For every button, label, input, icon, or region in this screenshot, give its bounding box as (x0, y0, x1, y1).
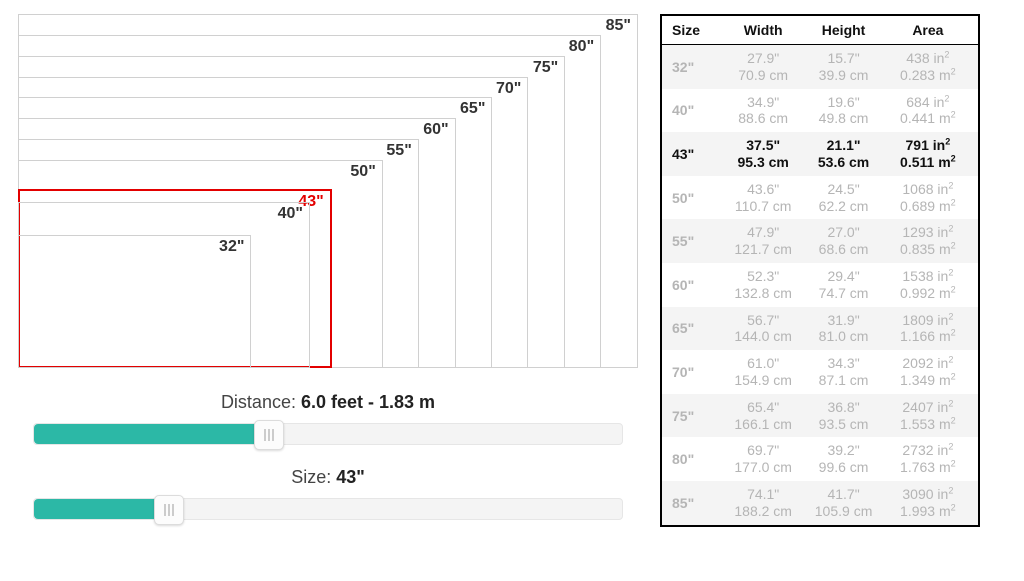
header-width: Width (723, 22, 803, 38)
cell-height: 27.0"68.6 cm (803, 224, 883, 258)
cell-size: 80" (670, 451, 723, 467)
header-size: Size (670, 22, 723, 38)
cell-area: 2407 in21.553 m2 (884, 399, 972, 433)
cell-width: 61.0"154.9 cm (723, 355, 803, 389)
cell-area: 438 in20.283 m2 (884, 50, 972, 84)
table-row[interactable]: 75"65.4"166.1 cm36.8"93.5 cm2407 in21.55… (662, 394, 978, 438)
cell-area: 1538 in20.992 m2 (884, 268, 972, 302)
cell-area: 1809 in21.166 m2 (884, 312, 972, 346)
tv-rect-label: 40" (278, 205, 303, 223)
cell-area: 1068 in20.689 m2 (884, 181, 972, 215)
table-row[interactable]: 60"52.3"132.8 cm29.4"74.7 cm1538 in20.99… (662, 263, 978, 307)
table-header: Size Width Height Area (662, 16, 978, 45)
table-row[interactable]: 65"56.7"144.0 cm31.9"81.0 cm1809 in21.16… (662, 307, 978, 351)
cell-size: 60" (670, 277, 723, 293)
cell-height: 15.7"39.9 cm (803, 50, 883, 84)
cell-width: 37.5"95.3 cm (723, 137, 803, 171)
cell-size: 50" (670, 190, 723, 206)
cell-height: 21.1"53.6 cm (803, 137, 883, 171)
size-label: Size: 43" (18, 467, 638, 488)
cell-size: 70" (670, 364, 723, 380)
cell-size: 75" (670, 408, 723, 424)
table-row[interactable]: 43"37.5"95.3 cm21.1"53.6 cm791 in20.511 … (662, 132, 978, 176)
cell-height: 19.6"49.8 cm (803, 94, 883, 128)
tv-rect-32in: 32" (18, 235, 251, 368)
distance-slider-thumb[interactable] (254, 420, 284, 450)
cell-height: 39.2"99.6 cm (803, 442, 883, 476)
table-row[interactable]: 32"27.9"70.9 cm15.7"39.9 cm438 in20.283 … (662, 45, 978, 89)
cell-area: 2732 in21.763 m2 (884, 442, 972, 476)
table-row[interactable]: 55"47.9"121.7 cm27.0"68.6 cm1293 in20.83… (662, 219, 978, 263)
tv-size-diagram: 85"80"75"70"65"60"55"50"43"40"32" (18, 14, 638, 368)
cell-width: 65.4"166.1 cm (723, 399, 803, 433)
distance-label-prefix: Distance: (221, 392, 301, 412)
cell-height: 36.8"93.5 cm (803, 399, 883, 433)
cell-size: 40" (670, 102, 723, 118)
tv-rect-label: 70" (496, 80, 521, 98)
header-height: Height (803, 22, 883, 38)
tv-rect-label: 65" (460, 100, 485, 118)
tv-rect-label: 60" (423, 121, 448, 139)
size-value: 43" (336, 467, 365, 487)
cell-area: 684 in20.441 m2 (884, 94, 972, 128)
tv-rect-label: 50" (350, 163, 375, 181)
size-slider-fill (34, 499, 169, 519)
table-row[interactable]: 50"43.6"110.7 cm24.5"62.2 cm1068 in20.68… (662, 176, 978, 220)
cell-width: 27.9"70.9 cm (723, 50, 803, 84)
cell-width: 74.1"188.2 cm (723, 486, 803, 520)
cell-width: 56.7"144.0 cm (723, 312, 803, 346)
tv-rect-label: 75" (533, 59, 558, 77)
cell-area: 2092 in21.349 m2 (884, 355, 972, 389)
cell-size: 32" (670, 59, 723, 75)
tv-rect-label: 80" (569, 38, 594, 56)
cell-width: 34.9"88.6 cm (723, 94, 803, 128)
table-row[interactable]: 70"61.0"154.9 cm34.3"87.1 cm2092 in21.34… (662, 350, 978, 394)
cell-width: 43.6"110.7 cm (723, 181, 803, 215)
cell-width: 52.3"132.8 cm (723, 268, 803, 302)
tv-rect-label: 55" (386, 142, 411, 160)
cell-height: 29.4"74.7 cm (803, 268, 883, 302)
size-slider[interactable] (33, 498, 623, 520)
dimensions-table: Size Width Height Area 32"27.9"70.9 cm15… (660, 14, 980, 527)
size-label-prefix: Size: (291, 467, 336, 487)
distance-slider[interactable] (33, 423, 623, 445)
size-slider-thumb[interactable] (154, 495, 184, 525)
tv-rect-label: 32" (219, 238, 244, 256)
cell-width: 69.7"177.0 cm (723, 442, 803, 476)
table-row[interactable]: 80"69.7"177.0 cm39.2"99.6 cm2732 in21.76… (662, 437, 978, 481)
cell-height: 34.3"87.1 cm (803, 355, 883, 389)
cell-width: 47.9"121.7 cm (723, 224, 803, 258)
tv-rect-label: 85" (606, 17, 631, 35)
table-row[interactable]: 85"74.1"188.2 cm41.7"105.9 cm3090 in21.9… (662, 481, 978, 525)
distance-value: 6.0 feet - 1.83 m (301, 392, 435, 412)
cell-height: 41.7"105.9 cm (803, 486, 883, 520)
cell-size: 85" (670, 495, 723, 511)
distance-slider-fill (34, 424, 269, 444)
cell-height: 31.9"81.0 cm (803, 312, 883, 346)
cell-area: 1293 in20.835 m2 (884, 224, 972, 258)
cell-size: 65" (670, 320, 723, 336)
cell-area: 791 in20.511 m2 (884, 137, 972, 171)
cell-area: 3090 in21.993 m2 (884, 486, 972, 520)
header-area: Area (884, 22, 972, 38)
cell-height: 24.5"62.2 cm (803, 181, 883, 215)
distance-label: Distance: 6.0 feet - 1.83 m (18, 392, 638, 413)
cell-size: 43" (670, 146, 723, 162)
cell-size: 55" (670, 233, 723, 249)
table-row[interactable]: 40"34.9"88.6 cm19.6"49.8 cm684 in20.441 … (662, 89, 978, 133)
